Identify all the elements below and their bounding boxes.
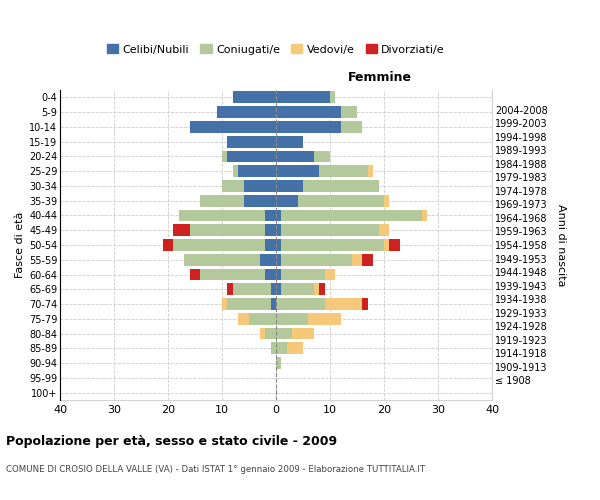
Bar [271, 342, 276, 354]
Bar [265, 239, 276, 251]
Bar [260, 254, 276, 266]
Bar [384, 239, 389, 251]
Text: Femmine: Femmine [347, 71, 412, 84]
Bar [233, 284, 271, 295]
Bar [163, 239, 173, 251]
Legend: Celibi/Nubili, Coniugati/e, Vedovi/e, Divorziati/e: Celibi/Nubili, Coniugati/e, Vedovi/e, Di… [103, 40, 449, 59]
Bar [249, 313, 276, 324]
Bar [281, 284, 314, 295]
Bar [319, 284, 325, 295]
Bar [303, 180, 379, 192]
Bar [265, 328, 276, 340]
Bar [276, 313, 308, 324]
Bar [276, 180, 303, 192]
Bar [276, 328, 292, 340]
Bar [362, 298, 368, 310]
Bar [244, 195, 276, 206]
Bar [389, 239, 400, 251]
Bar [227, 150, 276, 162]
Bar [244, 180, 276, 192]
Bar [238, 313, 249, 324]
Bar [276, 106, 341, 118]
Bar [276, 195, 298, 206]
Bar [281, 268, 325, 280]
Bar [341, 106, 357, 118]
Text: Popolazione per età, sesso e stato civile - 2009: Popolazione per età, sesso e stato civil… [6, 435, 337, 448]
Bar [422, 210, 427, 222]
Bar [190, 121, 276, 133]
Bar [314, 284, 319, 295]
Bar [281, 210, 422, 222]
Bar [265, 210, 276, 222]
Bar [319, 166, 368, 177]
Bar [384, 195, 389, 206]
Text: COMUNE DI CROSIO DELLA VALLE (VA) - Dati ISTAT 1° gennaio 2009 - Elaborazione TU: COMUNE DI CROSIO DELLA VALLE (VA) - Dati… [6, 465, 425, 474]
Bar [276, 284, 281, 295]
Bar [276, 92, 330, 104]
Bar [325, 298, 362, 310]
Bar [190, 224, 265, 236]
Bar [276, 166, 319, 177]
Bar [271, 284, 276, 295]
Bar [276, 136, 303, 147]
Bar [298, 195, 384, 206]
Bar [276, 224, 281, 236]
Bar [362, 254, 373, 266]
Bar [190, 268, 200, 280]
Bar [379, 224, 389, 236]
Bar [260, 328, 265, 340]
Bar [276, 357, 281, 369]
Bar [222, 298, 227, 310]
Bar [276, 150, 314, 162]
Bar [271, 298, 276, 310]
Bar [276, 268, 281, 280]
Bar [173, 239, 265, 251]
Bar [276, 210, 281, 222]
Bar [287, 342, 303, 354]
Bar [173, 224, 190, 236]
Bar [200, 268, 265, 280]
Bar [179, 210, 265, 222]
Bar [276, 239, 281, 251]
Bar [281, 224, 379, 236]
Bar [276, 121, 341, 133]
Bar [265, 224, 276, 236]
Bar [352, 254, 362, 266]
Bar [276, 254, 281, 266]
Bar [227, 136, 276, 147]
Bar [368, 166, 373, 177]
Bar [276, 298, 325, 310]
Bar [281, 254, 352, 266]
Bar [292, 328, 314, 340]
Bar [233, 166, 238, 177]
Bar [222, 150, 227, 162]
Bar [222, 180, 244, 192]
Bar [200, 195, 244, 206]
Bar [227, 284, 233, 295]
Bar [341, 121, 362, 133]
Bar [281, 239, 384, 251]
Bar [330, 92, 335, 104]
Y-axis label: Anni di nascita: Anni di nascita [556, 204, 566, 286]
Bar [276, 342, 287, 354]
Bar [217, 106, 276, 118]
Bar [265, 268, 276, 280]
Bar [308, 313, 341, 324]
Bar [314, 150, 330, 162]
Bar [227, 298, 271, 310]
Bar [233, 92, 276, 104]
Bar [238, 166, 276, 177]
Bar [325, 268, 335, 280]
Y-axis label: Fasce di età: Fasce di età [14, 212, 25, 278]
Bar [184, 254, 260, 266]
